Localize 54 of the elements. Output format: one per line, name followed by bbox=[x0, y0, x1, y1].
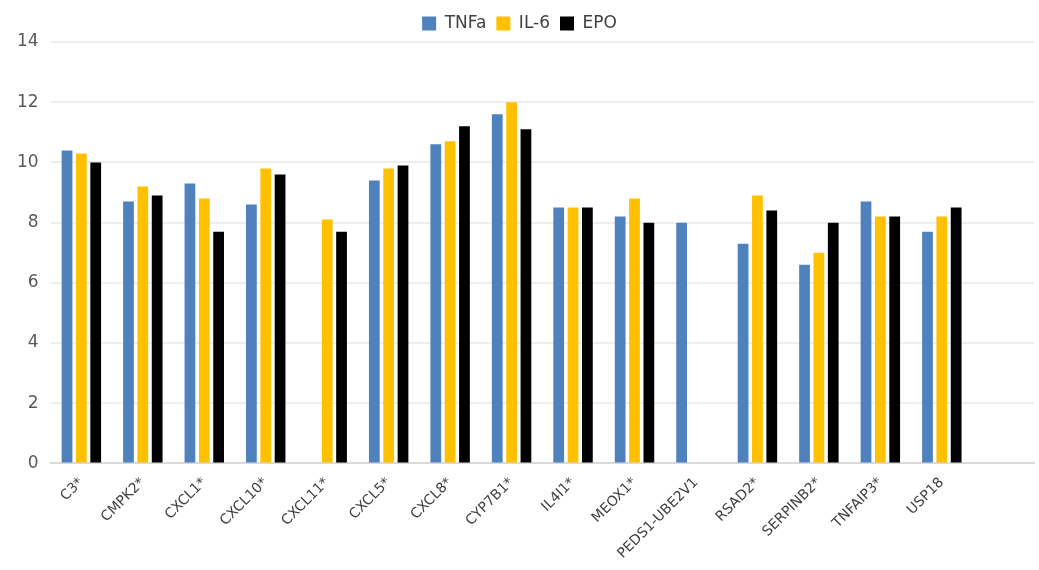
bar bbox=[553, 207, 565, 463]
bar bbox=[397, 165, 409, 463]
legend-label: EPO bbox=[582, 11, 617, 32]
bar bbox=[737, 243, 749, 463]
bar bbox=[61, 150, 73, 463]
bar bbox=[430, 144, 442, 463]
bar bbox=[336, 231, 347, 463]
bar bbox=[813, 252, 825, 463]
bar bbox=[184, 183, 196, 463]
bar bbox=[936, 216, 948, 463]
y-tick-label: 6 bbox=[27, 271, 39, 292]
bar bbox=[567, 207, 579, 463]
bar bbox=[444, 141, 456, 463]
bar bbox=[90, 162, 102, 463]
bar bbox=[75, 153, 87, 463]
bar bbox=[274, 174, 286, 463]
bar bbox=[614, 216, 626, 463]
bar bbox=[889, 216, 901, 463]
y-tick-label: 0 bbox=[27, 451, 39, 472]
y-tick-label: 12 bbox=[16, 90, 39, 111]
bar bbox=[506, 102, 517, 463]
bar bbox=[950, 207, 962, 463]
y-tick-label: 10 bbox=[16, 150, 39, 171]
bar bbox=[922, 231, 933, 463]
y-tick-label: 8 bbox=[27, 211, 39, 232]
bar bbox=[582, 207, 593, 463]
bar bbox=[766, 210, 778, 463]
bar bbox=[676, 222, 687, 463]
bar bbox=[198, 198, 210, 463]
bar bbox=[260, 168, 272, 463]
bar bbox=[629, 198, 640, 463]
legend-label: IL-6 bbox=[518, 11, 550, 32]
y-tick-label: 14 bbox=[16, 30, 39, 51]
bar bbox=[459, 126, 470, 463]
bar bbox=[827, 222, 839, 463]
legend-label: TNFa bbox=[443, 11, 487, 32]
bar bbox=[321, 219, 333, 463]
bar bbox=[752, 195, 763, 463]
bar bbox=[874, 216, 886, 463]
bar bbox=[123, 201, 134, 463]
bar bbox=[860, 201, 872, 463]
bar bbox=[491, 114, 503, 463]
bar bbox=[643, 222, 655, 463]
y-tick-label: 2 bbox=[27, 391, 39, 412]
bar bbox=[368, 180, 380, 463]
y-tick-label: 4 bbox=[27, 331, 39, 352]
bar bbox=[137, 186, 149, 463]
bar bbox=[246, 204, 257, 463]
bar bbox=[151, 195, 163, 463]
bar bbox=[383, 168, 395, 463]
bar bbox=[520, 129, 532, 463]
bar bbox=[799, 264, 810, 463]
bar bbox=[213, 231, 224, 463]
x-tick-label: C3* bbox=[56, 473, 87, 504]
